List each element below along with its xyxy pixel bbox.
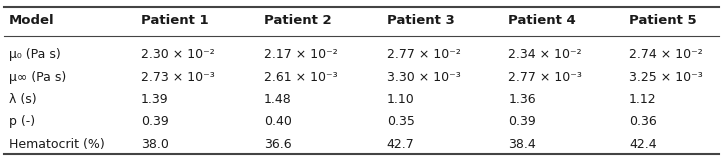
Text: 38.4: 38.4 <box>508 138 536 151</box>
Text: 2.34 × 10⁻²: 2.34 × 10⁻² <box>508 48 582 61</box>
Text: 1.10: 1.10 <box>387 93 414 106</box>
Text: Patient 3: Patient 3 <box>387 14 455 27</box>
Text: 1.12: 1.12 <box>629 93 656 106</box>
Text: p (-): p (-) <box>9 115 35 128</box>
Text: 36.6: 36.6 <box>264 138 291 151</box>
Text: Hematocrit (%): Hematocrit (%) <box>9 138 104 151</box>
Text: 2.74 × 10⁻²: 2.74 × 10⁻² <box>629 48 703 61</box>
Text: 42.7: 42.7 <box>387 138 414 151</box>
Text: μ₀ (Pa s): μ₀ (Pa s) <box>9 48 61 61</box>
Text: Patient 4: Patient 4 <box>508 14 576 27</box>
Text: 1.36: 1.36 <box>508 93 536 106</box>
Text: 2.30 × 10⁻²: 2.30 × 10⁻² <box>141 48 215 61</box>
Text: 0.39: 0.39 <box>141 115 168 128</box>
Text: 2.17 × 10⁻²: 2.17 × 10⁻² <box>264 48 338 61</box>
Text: Patient 1: Patient 1 <box>141 14 209 27</box>
Text: Patient 2: Patient 2 <box>264 14 332 27</box>
Text: 0.35: 0.35 <box>387 115 415 128</box>
Text: Patient 5: Patient 5 <box>629 14 697 27</box>
Text: 0.40: 0.40 <box>264 115 292 128</box>
Text: 1.48: 1.48 <box>264 93 291 106</box>
Text: μ∞ (Pa s): μ∞ (Pa s) <box>9 71 66 84</box>
Text: Model: Model <box>9 14 54 27</box>
Text: λ (s): λ (s) <box>9 93 36 106</box>
Text: 3.25 × 10⁻³: 3.25 × 10⁻³ <box>629 71 703 84</box>
Text: 3.30 × 10⁻³: 3.30 × 10⁻³ <box>387 71 461 84</box>
Text: 0.39: 0.39 <box>508 115 536 128</box>
Text: 38.0: 38.0 <box>141 138 169 151</box>
Text: 1.39: 1.39 <box>141 93 168 106</box>
Text: 2.77 × 10⁻²: 2.77 × 10⁻² <box>387 48 461 61</box>
Text: 2.61 × 10⁻³: 2.61 × 10⁻³ <box>264 71 338 84</box>
Text: 0.36: 0.36 <box>629 115 656 128</box>
Text: 42.4: 42.4 <box>629 138 656 151</box>
Text: 2.73 × 10⁻³: 2.73 × 10⁻³ <box>141 71 215 84</box>
Text: 2.77 × 10⁻³: 2.77 × 10⁻³ <box>508 71 582 84</box>
